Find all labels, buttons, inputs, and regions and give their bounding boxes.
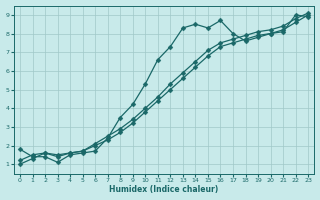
X-axis label: Humidex (Indice chaleur): Humidex (Indice chaleur) (109, 185, 219, 194)
